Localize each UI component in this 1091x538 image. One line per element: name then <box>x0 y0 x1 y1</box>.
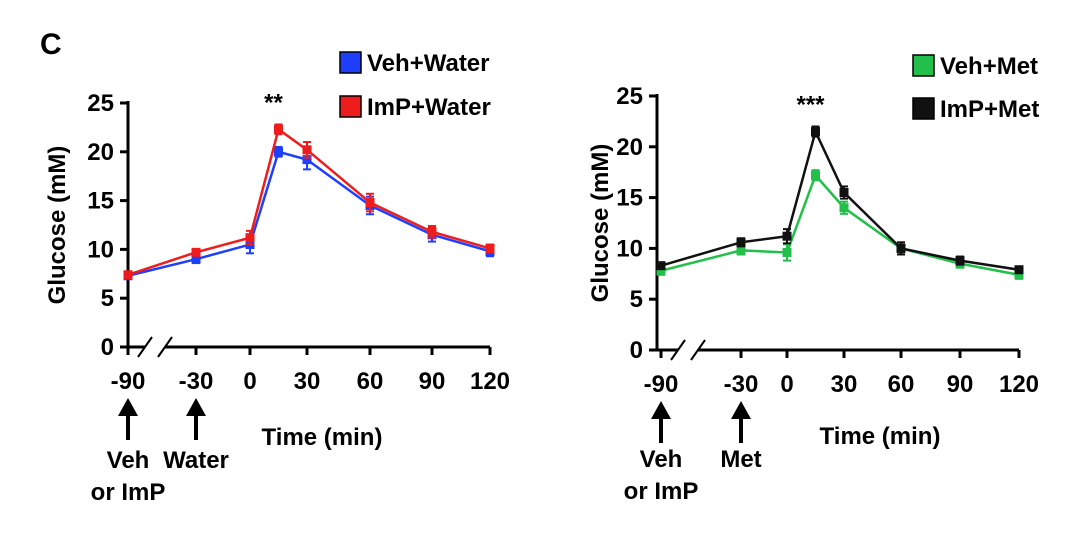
x-tick-label: 30 <box>831 371 858 398</box>
data-point <box>811 170 820 180</box>
y-tick-label: 15 <box>87 188 114 215</box>
series-ImP+Water <box>123 123 495 280</box>
legend-item: Veh+Water <box>339 50 490 77</box>
data-point <box>782 247 792 257</box>
legend-item: ImP+Met <box>912 96 1039 123</box>
legend-swatch <box>912 97 935 120</box>
axis-break-mark <box>157 336 173 358</box>
x-tick-label: 0 <box>780 371 793 398</box>
data-point <box>274 124 283 134</box>
y-axis-label: Glucose (mM) <box>587 144 614 303</box>
data-point <box>191 247 201 257</box>
series-Veh+Water <box>123 145 495 281</box>
legend-swatch <box>912 54 935 77</box>
data-point <box>839 188 849 198</box>
x-axis-label: Time (min) <box>262 424 383 451</box>
data-point <box>656 266 666 276</box>
x-tick-label: 120 <box>470 368 510 395</box>
y-tick-label: 0 <box>630 337 643 364</box>
significance-marker: *** <box>796 91 825 118</box>
chart-1: 0 5 10 15 20 25 Glucose (mM) -90 -30 0 30 60 90 120 Ti… <box>44 50 510 506</box>
y-tick-label: 25 <box>616 83 643 110</box>
legend-item: Veh+Met <box>912 53 1038 80</box>
arrow-annotation: Veh <box>107 447 150 474</box>
y-tick-label: 0 <box>101 334 114 361</box>
arrow-annotation: or ImP <box>624 478 699 505</box>
x-tick-label: 30 <box>294 368 321 395</box>
data-point <box>1014 265 1024 275</box>
x-tick-label: 120 <box>999 371 1039 398</box>
data-point <box>485 243 495 253</box>
x-tick-label: 0 <box>243 368 256 395</box>
legend-item: ImP+Water <box>339 94 491 121</box>
legend-label: ImP+Water <box>367 94 491 121</box>
x-tick-label: -30 <box>179 368 214 395</box>
data-point <box>736 237 746 247</box>
data-point <box>191 254 201 264</box>
panel-label: C <box>40 28 62 61</box>
arrow-annotation: Veh <box>640 446 683 473</box>
data-point <box>274 147 283 157</box>
series-line <box>660 127 1020 271</box>
axis-break-mark <box>137 336 153 358</box>
data-point <box>811 127 820 137</box>
data-point <box>245 233 255 243</box>
legend-swatch <box>339 51 362 74</box>
axis-break-mark <box>690 339 706 361</box>
arrow-annotation: Water <box>163 447 229 474</box>
x-tick-label: 90 <box>947 371 974 398</box>
y-tick-label: 20 <box>87 139 114 166</box>
y-tick-label: 20 <box>616 134 643 161</box>
series-line <box>127 127 491 276</box>
y-tick-label: 15 <box>616 185 643 212</box>
data-point <box>302 155 312 165</box>
arrow-head <box>186 398 206 416</box>
x-tick-label: -90 <box>644 371 679 398</box>
y-tick-label: 10 <box>87 236 114 263</box>
arrow-annotation: Met <box>720 446 761 473</box>
axis-break-mark <box>670 339 686 361</box>
y-axis-label: Glucose (mM) <box>44 146 71 305</box>
series-ImP+Met <box>656 125 1024 275</box>
arrow-head <box>731 401 751 419</box>
data-point <box>427 227 437 237</box>
x-tick-label: 90 <box>419 368 446 395</box>
data-point <box>736 245 746 255</box>
x-tick-label: 60 <box>888 371 915 398</box>
data-point <box>302 145 312 155</box>
data-point <box>839 203 849 213</box>
y-tick-label: 25 <box>87 90 114 117</box>
legend-swatch <box>339 95 362 118</box>
legend-label: Veh+Water <box>367 50 490 77</box>
legend-label: Veh+Met <box>940 53 1038 80</box>
data-point <box>955 256 965 266</box>
y-tick-label: 5 <box>630 286 643 313</box>
x-tick-label: 60 <box>357 368 384 395</box>
x-tick-label: -90 <box>111 368 146 395</box>
data-point <box>782 231 792 241</box>
data-point <box>656 261 666 271</box>
arrow-annotation: or ImP <box>91 479 166 506</box>
data-point <box>1014 270 1024 280</box>
series-line <box>660 172 1020 277</box>
x-axis-label: Time (min) <box>820 423 941 450</box>
series-line <box>127 150 491 277</box>
arrow-head <box>651 401 671 419</box>
chart-2: 0 5 10 15 20 25 Glucose (mM) -90 -30 0 30 60 90 120 Ti… <box>587 53 1039 505</box>
y-tick-label: 10 <box>616 235 643 262</box>
legend-label: ImP+Met <box>940 96 1039 123</box>
significance-marker: ** <box>264 89 283 116</box>
y-tick-label: 5 <box>101 285 114 312</box>
x-tick-label: -30 <box>724 371 759 398</box>
data-point <box>896 243 906 253</box>
arrow-head <box>118 398 138 416</box>
data-point <box>365 198 375 208</box>
data-point <box>123 270 133 280</box>
